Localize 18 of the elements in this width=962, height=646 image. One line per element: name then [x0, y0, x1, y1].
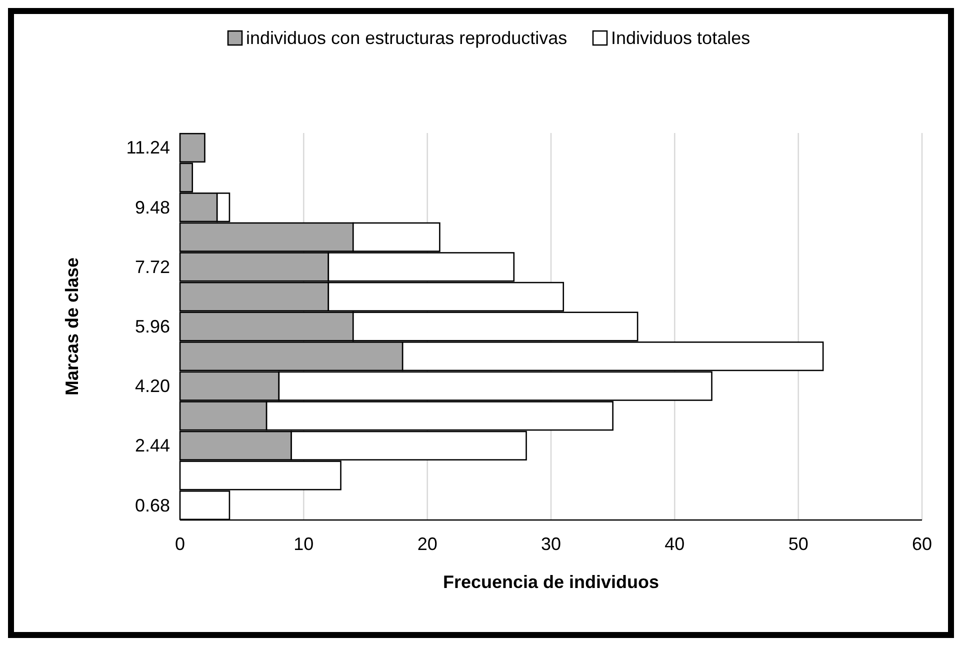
y-tick-label: 0.68: [134, 495, 170, 516]
x-tick-label: 20: [417, 534, 438, 554]
y-tick-label: 2.44: [134, 436, 170, 456]
y-tick-label: 4.20: [134, 376, 170, 396]
legend-label: individuos con estructuras reproductivas: [246, 28, 568, 48]
y-tick-label: 11.24: [126, 138, 170, 158]
x-axis-title: Frecuencia de individuos: [442, 572, 660, 592]
y-tick-label: 9.48: [134, 197, 170, 218]
legend-label: Individuos totales: [611, 28, 750, 48]
y-tick-label: 7.72: [134, 256, 170, 277]
y-tick-label: 5.96: [134, 316, 170, 336]
x-tick-label: 50: [788, 534, 808, 554]
x-tick-label: 0: [174, 534, 186, 554]
x-tick-label: 10: [294, 534, 314, 554]
x-tick-label: 40: [664, 534, 685, 554]
y-axis-title: Marcas de clase: [62, 257, 82, 396]
x-tick-label: 60: [912, 534, 932, 554]
x-tick-label: 30: [540, 534, 562, 554]
